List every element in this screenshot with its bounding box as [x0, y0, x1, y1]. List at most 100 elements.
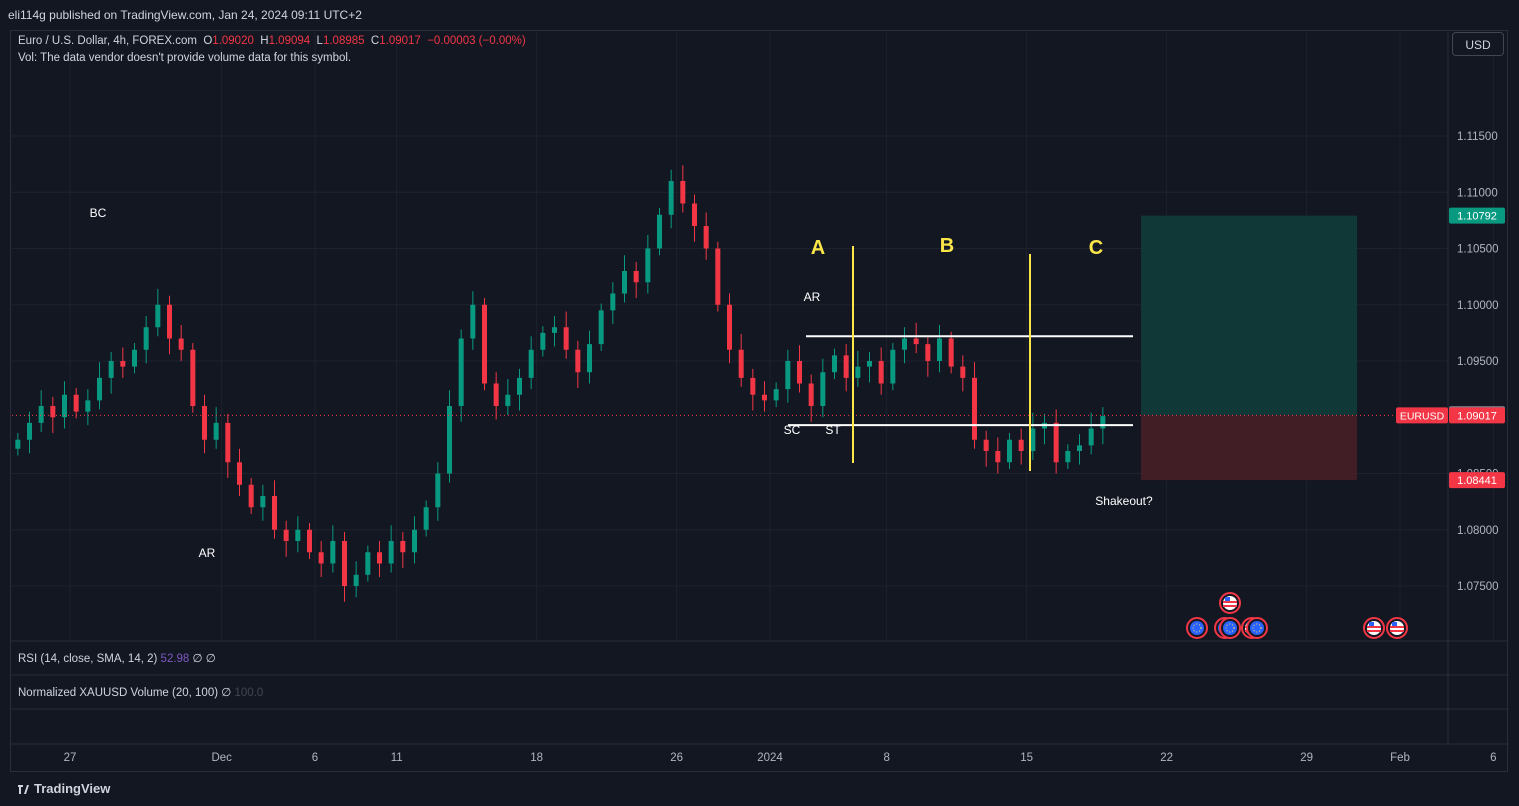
- volume-indicator-legend[interactable]: Normalized XAUUSD Volume (20, 100) ∅ 100…: [18, 685, 263, 699]
- candle-body: [1077, 445, 1082, 451]
- candle-body: [1100, 416, 1106, 429]
- high-value: 1.09094: [268, 35, 311, 47]
- close-value: 1.09017: [379, 35, 421, 47]
- candle-body: [15, 439, 21, 449]
- annotation-label: AR: [199, 546, 216, 560]
- high-label: H: [260, 35, 269, 47]
- candle-body: [248, 484, 254, 508]
- volume-indicator-extra: ∅: [221, 687, 232, 699]
- candle-body: [972, 377, 977, 440]
- symbol-name: Euro / U.S. Dollar, 4h, FOREX.com: [18, 35, 197, 47]
- candle-body: [365, 552, 371, 575]
- flag-stripe: [1390, 626, 1404, 628]
- candle-body: [272, 496, 277, 530]
- footer: [0, 772, 1519, 806]
- x-tick-label: 8: [883, 752, 889, 764]
- candle-body: [657, 214, 662, 249]
- candle-body: [750, 377, 756, 395]
- candle-body: [692, 203, 697, 226]
- candle-body: [843, 355, 849, 378]
- candle-body: [855, 366, 861, 378]
- eu-flag-icon: [1246, 617, 1268, 639]
- flag-stars: [1225, 623, 1235, 633]
- x-tick-label: 22: [1160, 752, 1173, 764]
- candle-body: [1018, 439, 1024, 451]
- x-tick-label: 15: [1020, 752, 1033, 764]
- candle-body: [213, 422, 219, 440]
- candlestick-series: [15, 165, 1106, 602]
- candle-body: [890, 349, 896, 384]
- symbol-badge: [1396, 407, 1448, 424]
- candle-body: [517, 377, 522, 395]
- candle-body: [575, 349, 581, 373]
- us-flag-icon: [1219, 592, 1241, 614]
- open-label: O: [203, 35, 213, 47]
- change-value: −0.00003 (−0.00%): [427, 35, 526, 47]
- volume-note: Vol: The data vendor doesn't provide vol…: [18, 52, 352, 64]
- candle-body: [27, 422, 32, 440]
- x-tick-label: 6: [312, 752, 318, 764]
- candle-body: [587, 344, 592, 373]
- y-tick-label: 1.10500: [1457, 244, 1499, 256]
- candle-body: [878, 361, 884, 384]
- eu-flag-icon: [1186, 617, 1208, 639]
- volume-indicator-label: Normalized XAUUSD Volume (20, 100): [18, 687, 219, 699]
- candle-body: [423, 507, 429, 530]
- rsi-legend[interactable]: RSI (14, close, SMA, 14, 2) 52.98 ∅ ∅: [18, 651, 216, 665]
- annotation-label: AR: [804, 290, 821, 304]
- y-tick-label: 1.11000: [1457, 187, 1498, 199]
- candle-body: [832, 355, 837, 373]
- candle-body: [237, 462, 242, 485]
- x-tick-label: 2024: [757, 752, 783, 764]
- candle-body: [668, 181, 674, 215]
- candle-body: [50, 406, 56, 418]
- tradingview-brand[interactable]: TradingView: [18, 781, 110, 796]
- rsi-extra: ∅ ∅: [192, 653, 216, 665]
- volume-indicator-value: 100.0: [234, 687, 264, 699]
- target-zone: [1141, 215, 1357, 416]
- price-axis: 1.11500 1.11000 1.10500 1.10000 1.09500 1.090…: [1396, 131, 1505, 593]
- x-tick-label: Feb: [1390, 752, 1410, 764]
- candle-body: [505, 394, 511, 406]
- candle-body: [598, 310, 604, 345]
- x-tick-label: 18: [530, 752, 543, 764]
- annotation-label: A: [811, 237, 825, 259]
- candle-body: [820, 372, 826, 406]
- candle-body: [563, 327, 569, 350]
- candle-body: [493, 383, 499, 406]
- candle-body: [38, 406, 44, 423]
- candle-body: [552, 327, 557, 333]
- candle-body: [330, 541, 336, 564]
- currency-button[interactable]: USD: [1452, 32, 1504, 56]
- candle-body: [108, 361, 114, 378]
- candle-body: [447, 406, 452, 474]
- candle-body: [902, 338, 907, 350]
- candle-body: [925, 344, 931, 361]
- stop-zone: [1141, 415, 1357, 481]
- flag-canton: [1369, 622, 1374, 626]
- candle-body: [983, 439, 989, 451]
- candle-body: [1065, 451, 1071, 463]
- candle-body: [470, 304, 476, 339]
- candle-body: [703, 226, 709, 249]
- us-flag-icon: [1363, 617, 1385, 639]
- candle-body: [960, 366, 966, 378]
- candle-body: [1030, 428, 1036, 451]
- price-badge-label: 1.09017: [1457, 410, 1497, 422]
- price-badge-label: 1.08441: [1457, 475, 1497, 487]
- symbol-legend: Euro / U.S. Dollar, 4h, FOREX.com O 1.090…: [18, 35, 526, 47]
- candle-body: [342, 541, 347, 586]
- candle-body: [388, 541, 394, 564]
- y-tick-label: 1.09500: [1457, 356, 1499, 368]
- candle-body: [867, 361, 872, 367]
- annotation-label: Shakeout?: [1095, 494, 1153, 508]
- flag-stars: [1192, 623, 1202, 633]
- candle-body: [62, 394, 67, 418]
- flag-stripe: [1223, 601, 1237, 603]
- publisher-info: eli114g published on TradingView.com, Ja…: [8, 8, 362, 22]
- low-label: L: [316, 35, 323, 47]
- candle-body: [400, 541, 406, 553]
- candle-body: [97, 377, 102, 401]
